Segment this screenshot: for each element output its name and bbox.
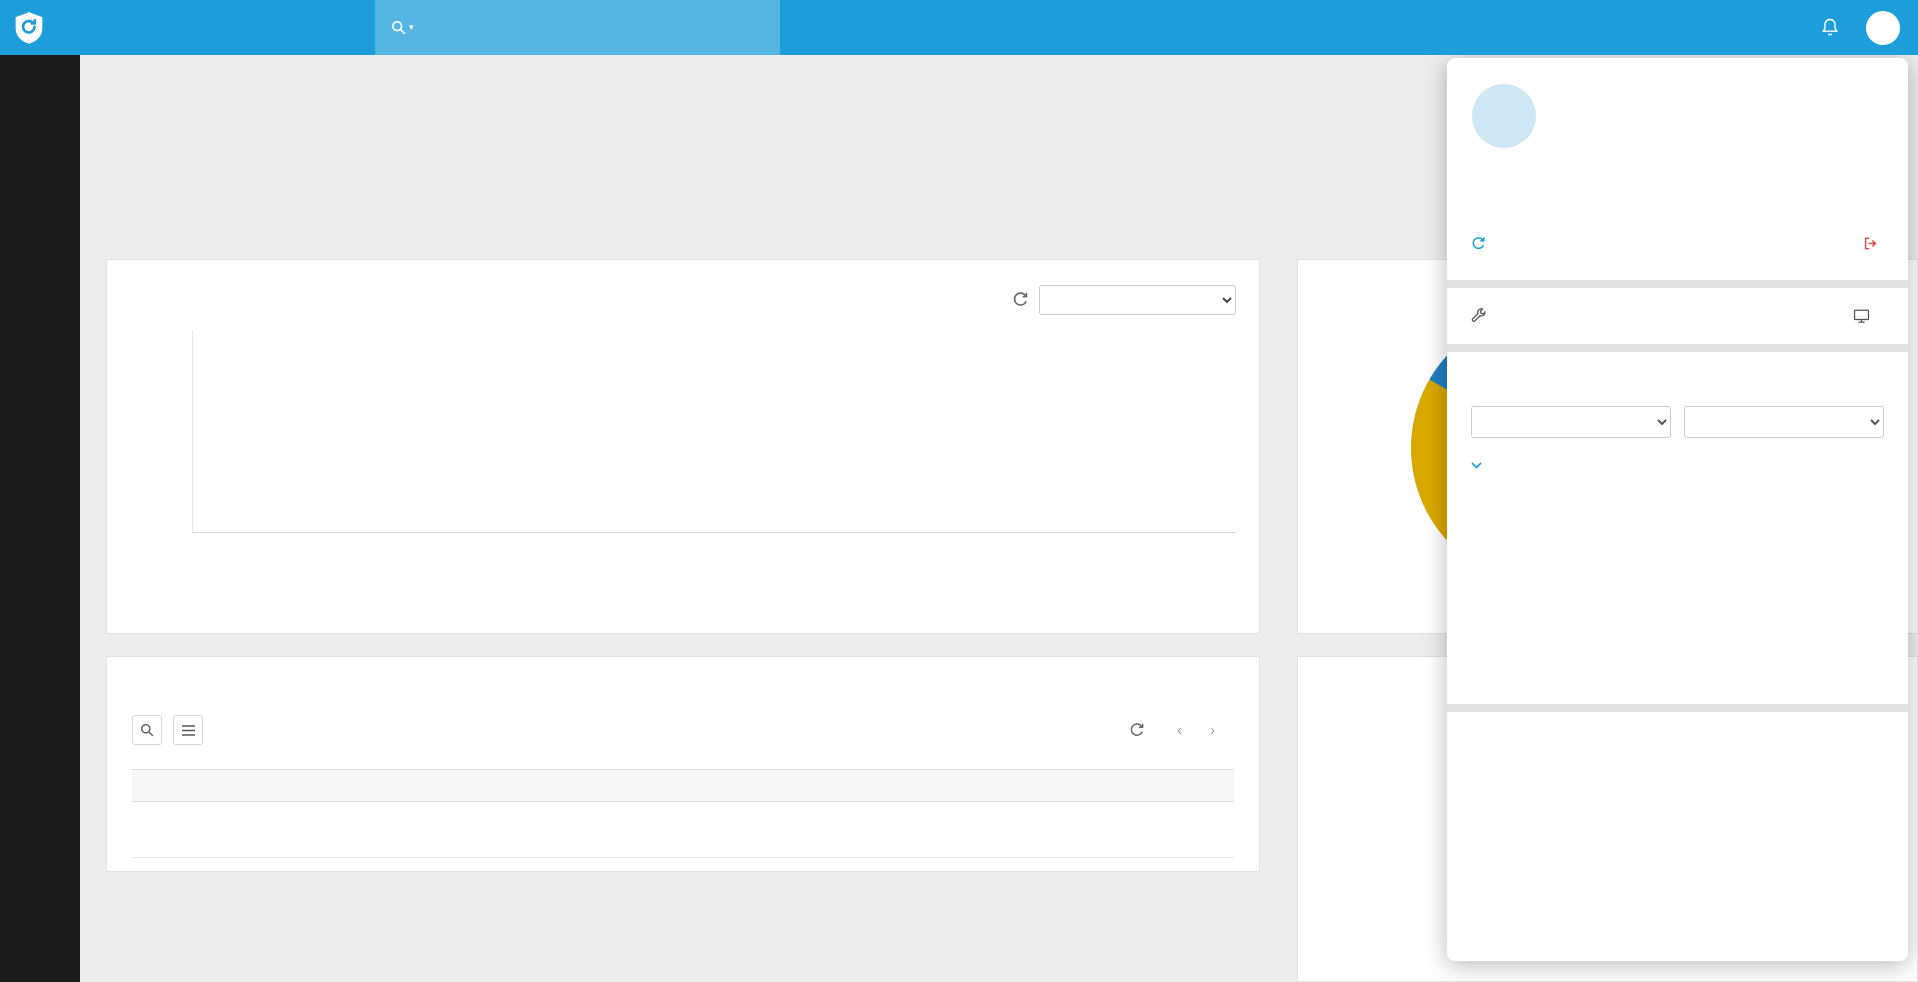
personalize-section [1447,352,1908,704]
app-header: ▾ [0,0,1918,55]
global-search-bar[interactable]: ▾ [375,0,780,55]
activity-chart-plot [192,330,1237,533]
favorites-empty-message [132,802,1234,858]
settings-shortcuts-section [1447,288,1908,344]
sign-out-link[interactable] [1863,236,1884,251]
pam360-shield-icon [14,11,44,45]
chevron-right-icon: › [1210,721,1215,739]
refresh-icon[interactable] [1012,291,1029,308]
header-actions [1820,10,1918,45]
change-password-link[interactable] [1471,236,1492,251]
password-activity-panel [106,259,1260,634]
language-select[interactable] [1471,406,1671,438]
refresh-icon[interactable] [1129,722,1145,738]
user-profile-popover [1447,58,1908,961]
profile-avatar [1472,84,1536,148]
favorites-panel: ‹ › [106,656,1260,872]
reset-password-icon [1471,236,1486,251]
pagination-controls: ‹ › [1129,715,1229,745]
monitor-icon [1853,308,1870,324]
search-icon [140,723,154,737]
user-settings-link[interactable] [1471,308,1495,324]
default-tab-select[interactable] [1684,406,1884,438]
wrench-icon [1471,308,1487,324]
user-avatar-button[interactable] [1866,10,1900,45]
access-pattern-chart [1471,754,1884,914]
table-search-button[interactable] [132,715,162,745]
activity-range-select[interactable] [1039,285,1236,315]
prev-page-button[interactable]: ‹ [1177,722,1182,739]
notifications-bell-icon[interactable] [1820,17,1840,38]
personalize-selects [1471,406,1884,438]
search-icon [391,20,406,35]
list-icon [181,724,196,737]
chevron-left-icon: ‹ [1177,721,1182,739]
search-input[interactable] [427,19,764,36]
sidebar-nav [0,55,80,982]
column-chooser-button[interactable] [173,715,203,745]
profile-section [1447,58,1908,280]
brand-logo[interactable] [0,11,375,45]
chevron-down-icon [1471,462,1482,469]
access-pattern-section [1447,712,1908,961]
next-page-button[interactable]: › [1210,722,1215,739]
showing-count [1159,723,1163,738]
favorites-tabs [132,677,156,686]
favorites-table-header [132,769,1234,802]
profile-actions [1471,236,1884,251]
sign-out-icon [1863,236,1878,251]
search-scope-caret-icon[interactable]: ▾ [409,22,414,32]
remote-session-settings-link[interactable] [1853,308,1878,324]
theme-collapse-toggle[interactable] [1471,462,1884,469]
